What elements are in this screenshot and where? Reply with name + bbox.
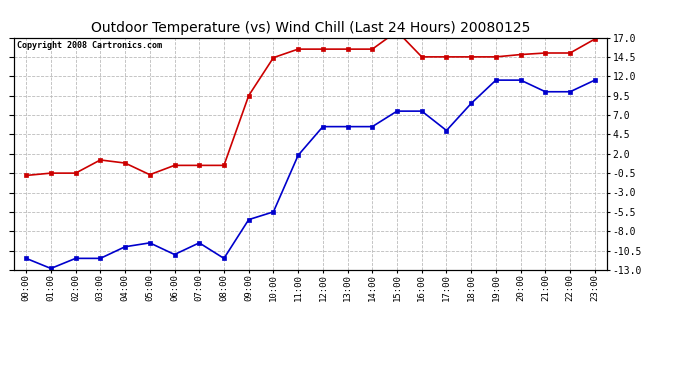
Title: Outdoor Temperature (vs) Wind Chill (Last 24 Hours) 20080125: Outdoor Temperature (vs) Wind Chill (Las… (91, 21, 530, 35)
Text: Copyright 2008 Cartronics.com: Copyright 2008 Cartronics.com (17, 41, 161, 50)
